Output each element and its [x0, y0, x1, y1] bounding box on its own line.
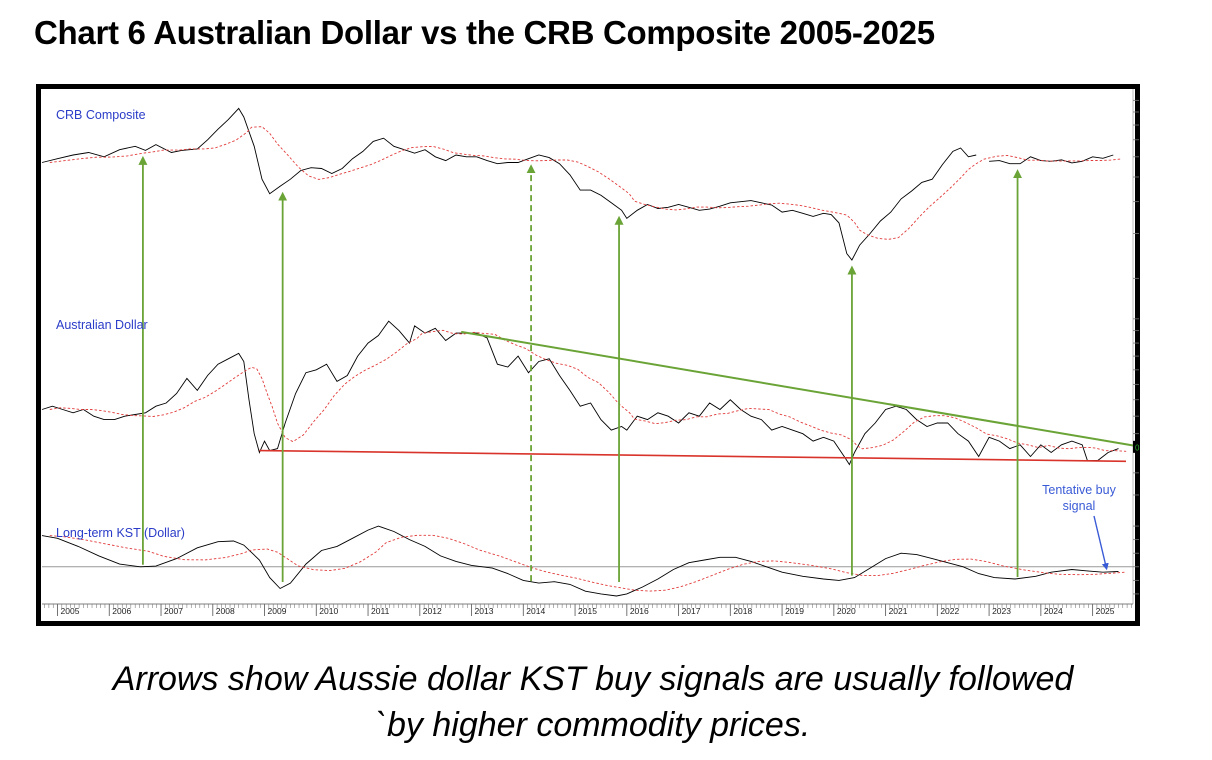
annotation-text-line1: Tentative buy: [1042, 483, 1116, 497]
x-tick-label: 2009: [268, 606, 287, 616]
caption-line-1: Arrows show Aussie dollar KST buy signal…: [112, 660, 1074, 698]
x-tick-label: 2023: [992, 606, 1011, 616]
x-tick-label: 2022: [940, 606, 959, 616]
moving-average-panel-1: [49, 329, 1127, 452]
x-tick-label: 2019: [785, 606, 804, 616]
x-tick-label: 2013: [475, 606, 494, 616]
chart-title: Chart 6 Australian Dollar vs the CRB Com…: [34, 14, 935, 51]
x-tick-label: 2010: [319, 606, 338, 616]
x-tick-label: 2018: [733, 606, 752, 616]
chart-svg: 0.6647 5004504003503002502001501001.11.0…: [41, 89, 1140, 619]
x-tick-label: 2008: [216, 606, 235, 616]
price-line-panel-0: [41, 107, 1114, 261]
axis-strip: [1133, 89, 1135, 619]
x-tick-label: 2014: [526, 606, 545, 616]
x-tick-label: 2011: [371, 606, 390, 616]
last-price-badge: [1133, 440, 1140, 453]
crb-panel-label: CRB Composite: [56, 108, 146, 122]
x-tick-label: 2020: [837, 606, 856, 616]
kst-panel-label: Long-term KST (Dollar): [56, 526, 185, 540]
x-tick-label: 2025: [1096, 606, 1115, 616]
x-tick-label: 2005: [61, 606, 80, 616]
x-tick-label: 2015: [578, 606, 597, 616]
moving-average-panel-0: [49, 126, 1122, 240]
x-tick-label: 2024: [1044, 606, 1063, 616]
aud-panel-label: Australian Dollar: [56, 318, 148, 332]
aud-support-line: [259, 449, 1127, 463]
last-price-badge-text: 0.6647: [1135, 443, 1140, 452]
x-tick-label: 2007: [164, 606, 183, 616]
price-line-panel-2: [41, 525, 1119, 597]
x-tick-label: 2006: [112, 606, 131, 616]
annotation-text-line2: signal: [1063, 499, 1096, 513]
aud-downtrend-line: [461, 330, 1135, 447]
price-line-panel-1: [41, 320, 1119, 466]
tentative-buy-arrow: [1093, 515, 1109, 571]
moving-average-panel-2: [49, 534, 1127, 592]
x-tick-label: 2021: [889, 606, 908, 616]
x-tick-label: 2016: [630, 606, 649, 616]
x-tick-label: 2012: [423, 606, 442, 616]
chart-frame: [36, 84, 1140, 626]
caption-line-2: `by higher commodity prices.: [375, 706, 811, 744]
caption: Arrows show Aussie dollar KST buy signal…: [0, 656, 1186, 748]
x-tick-label: 2017: [682, 606, 701, 616]
